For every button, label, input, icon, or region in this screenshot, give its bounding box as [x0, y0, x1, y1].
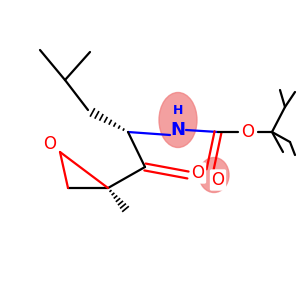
Ellipse shape — [199, 158, 229, 193]
Text: O: O — [44, 135, 56, 153]
Text: O: O — [191, 164, 205, 182]
Ellipse shape — [159, 92, 197, 148]
Text: H: H — [173, 104, 183, 118]
Text: N: N — [170, 121, 185, 139]
Text: O: O — [242, 123, 254, 141]
Text: O: O — [212, 171, 224, 189]
